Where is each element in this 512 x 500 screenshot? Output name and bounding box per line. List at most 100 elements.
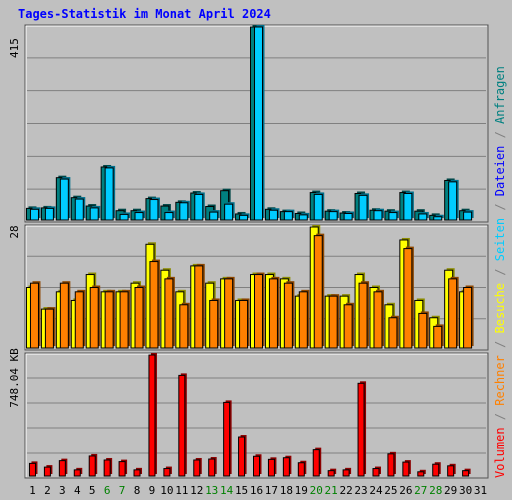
bar-dateien-day-24 — [373, 210, 383, 221]
bar-dateien-day-11 — [179, 202, 189, 221]
bar-besuche-day-14 — [224, 278, 234, 349]
legend-item-6: Seiten — [493, 218, 507, 269]
bar-dateien-day-16 — [254, 26, 263, 221]
bar-volumen-day-16 — [253, 455, 260, 477]
day-label-5: 5 — [89, 484, 96, 497]
bar-volumen-day-2 — [43, 466, 51, 477]
bar-volumen-day-24 — [372, 468, 380, 477]
day-label-4: 4 — [74, 484, 81, 497]
bottom-panel-gridlines — [27, 377, 486, 454]
bar-volumen-day-12 — [193, 459, 201, 477]
day-label-16: 16 — [250, 484, 263, 497]
bar-volumen-day-6 — [103, 459, 111, 477]
middle-panel-max-label: 28 — [8, 225, 21, 238]
bar-volumen-day-15 — [238, 436, 246, 477]
day-label-10: 10 — [160, 484, 173, 497]
bar-volumen-day-25 — [387, 453, 395, 477]
day-label-31: 31 — [474, 484, 487, 497]
bottom-panel-max-label: 748.04 KB — [8, 348, 21, 408]
bar-besuche-day-19 — [298, 291, 308, 349]
bar-volumen-day-23 — [357, 382, 365, 477]
bar-dateien-day-13 — [209, 211, 219, 221]
bar-dateien-day-21 — [328, 211, 338, 221]
panel-frame-2 — [24, 224, 489, 351]
bar-besuche-day-12 — [194, 265, 204, 349]
bar-dateien-day-8 — [134, 212, 144, 221]
bar-dateien-day-28 — [433, 216, 443, 221]
bar-dateien-day-19 — [298, 214, 308, 221]
day-label-2: 2 — [44, 484, 51, 497]
legend-item-7: / — [493, 203, 507, 217]
bar-volumen-day-21 — [327, 470, 335, 477]
day-label-28: 28 — [429, 484, 442, 497]
day-label-13: 13 — [205, 484, 218, 497]
day-label-12: 12 — [190, 484, 203, 497]
day-label-8: 8 — [134, 484, 141, 497]
bar-dateien-day-23 — [358, 194, 368, 221]
bar-besuche-day-15 — [239, 299, 249, 349]
day-label-1: 1 — [29, 484, 36, 497]
bar-besuche-day-2 — [44, 308, 54, 349]
panel-frame-3 — [24, 352, 489, 479]
bar-volumen-day-18 — [282, 457, 290, 477]
bar-volumen-day-14 — [223, 401, 231, 477]
middle-panel-bars — [25, 225, 474, 349]
day-label-3: 3 — [59, 484, 66, 497]
bar-besuche-day-16 — [254, 274, 263, 349]
bottom-panel-bars — [28, 353, 471, 477]
day-label-6: 6 — [104, 484, 111, 497]
day-label-30: 30 — [459, 484, 472, 497]
bar-volumen-day-26 — [402, 461, 410, 477]
bar-volumen-day-8 — [133, 469, 141, 477]
bar-besuche-day-30 — [463, 287, 473, 349]
bar-volumen-day-10 — [163, 468, 171, 477]
bar-besuche-day-5 — [89, 287, 99, 349]
bar-volumen-day-20 — [312, 449, 320, 477]
bar-dateien-day-14 — [224, 203, 234, 221]
day-label-23: 23 — [354, 484, 367, 497]
day-label-24: 24 — [369, 484, 383, 497]
legend-item-9: / — [493, 131, 507, 145]
legend-item-4: Besuche — [493, 283, 507, 341]
day-label-29: 29 — [444, 484, 457, 497]
bar-volumen-day-1 — [28, 462, 36, 477]
legend-item-1: / — [493, 413, 507, 427]
bar-besuche-day-11 — [179, 304, 189, 349]
bar-besuche-day-4 — [74, 291, 84, 349]
day-label-27: 27 — [414, 484, 427, 497]
day-label-19: 19 — [295, 484, 308, 497]
bar-volumen-day-11 — [178, 374, 186, 477]
bar-volumen-day-9 — [148, 354, 156, 477]
day-label-25: 25 — [384, 484, 397, 497]
bar-dateien-day-25 — [388, 212, 398, 221]
bar-dateien-day-5 — [89, 207, 99, 221]
bar-dateien-day-18 — [283, 211, 293, 221]
top-panel-bars — [25, 25, 474, 221]
bar-besuche-day-28 — [433, 325, 443, 349]
day-label-17: 17 — [265, 484, 278, 497]
day-labels: 1 2 3 4 5 6 7 8 9 10 11 12 13 14 15 16 17 18 19 20 21 22 23 24 2… — [29, 484, 487, 497]
day-label-18: 18 — [280, 484, 293, 497]
bar-dateien-day-15 — [239, 214, 249, 221]
bar-besuche-day-1 — [29, 282, 39, 349]
bar-volumen-day-19 — [297, 462, 305, 477]
day-label-15: 15 — [235, 484, 248, 497]
day-label-22: 22 — [339, 484, 352, 497]
bar-besuche-day-26 — [403, 248, 413, 349]
bar-besuche-day-22 — [343, 304, 353, 349]
bar-dateien-day-30 — [463, 211, 473, 221]
bar-besuche-day-21 — [328, 295, 338, 349]
bar-besuche-day-29 — [448, 278, 458, 349]
bar-besuche-day-9 — [149, 261, 159, 349]
bar-dateien-day-1 — [29, 208, 39, 221]
bar-dateien-day-7 — [119, 213, 129, 221]
bar-dateien-day-29 — [448, 181, 458, 221]
bar-volumen-day-17 — [267, 458, 275, 477]
bar-dateien-day-26 — [403, 192, 413, 221]
bar-besuche-day-23 — [358, 282, 368, 349]
day-label-21: 21 — [325, 484, 338, 497]
bar-volumen-day-29 — [447, 465, 455, 477]
legend-item-0: Volumen — [493, 427, 507, 478]
